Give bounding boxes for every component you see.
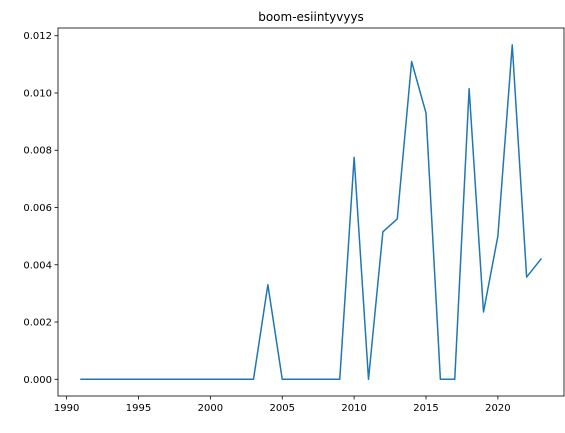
y-tick-label: 0.008 bbox=[23, 146, 52, 157]
y-tick-label: 0.006 bbox=[23, 203, 52, 214]
plot-area bbox=[80, 44, 543, 381]
y-tick-label: 0.000 bbox=[23, 375, 52, 386]
x-tick-label: 2015 bbox=[413, 403, 438, 414]
x-tick-label: 1995 bbox=[126, 403, 151, 414]
y-tick-label: 0.002 bbox=[23, 318, 52, 329]
y-tick-label: 0.004 bbox=[23, 260, 52, 271]
x-tick-label: 2020 bbox=[485, 403, 510, 414]
series-line-0 bbox=[80, 44, 543, 381]
y-tick-label: 0.012 bbox=[23, 31, 52, 42]
x-axis: 1990 1995 2000 2005 2010 2015 2020 bbox=[54, 396, 511, 414]
x-tick-label: 1990 bbox=[54, 403, 79, 414]
y-axis: 0.000 0.002 0.004 0.006 0.008 0.010 0.012 bbox=[23, 31, 58, 386]
x-tick-label: 2000 bbox=[198, 403, 223, 414]
plot-frame bbox=[57, 27, 565, 397]
x-tick-label: 2010 bbox=[341, 403, 366, 414]
chart-title: boom-esiintyvyys bbox=[258, 10, 364, 24]
y-tick-label: 0.010 bbox=[23, 88, 52, 99]
x-tick-label: 2005 bbox=[270, 403, 295, 414]
